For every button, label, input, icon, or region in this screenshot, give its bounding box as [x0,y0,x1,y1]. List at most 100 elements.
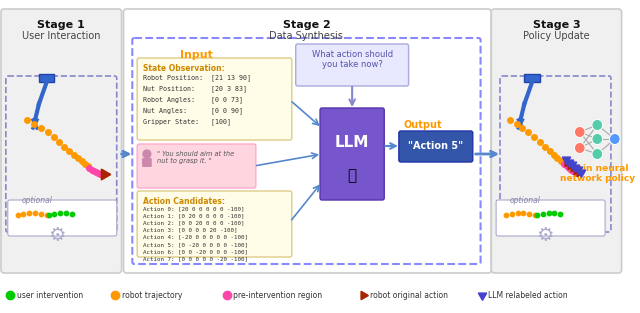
Point [552,156,563,161]
Text: LLM relabeled action: LLM relabeled action [488,290,568,300]
Point [511,121,522,126]
FancyBboxPatch shape [1,9,122,273]
Point [42,130,52,135]
Point [559,162,570,167]
Point [18,212,28,217]
Bar [524,74,540,82]
Text: Robot Position:  [21 13 90]: Robot Position: [21 13 90] [143,74,251,81]
Text: user intervention: user intervention [17,290,83,300]
Text: Action 0: [20 0 0 0 0 0 -100]: Action 0: [20 0 0 0 0 0 -100] [143,206,244,211]
Point [538,212,548,217]
Point [54,140,65,145]
Text: robot trajectory: robot trajectory [122,290,182,300]
Text: Action 2: [0 0 20 0 0 0 -100]: Action 2: [0 0 20 0 0 0 -100] [143,220,244,225]
Point [513,211,523,216]
Point [556,158,566,163]
Text: ⚙: ⚙ [47,226,65,245]
Text: robot original action: robot original action [370,290,447,300]
Point [49,135,59,140]
Point [67,212,77,217]
Circle shape [592,134,603,145]
Circle shape [592,120,603,131]
Text: optional: optional [509,196,541,205]
Text: Action 1: [0 20 0 0 0 0 -100]: Action 1: [0 20 0 0 0 0 -100] [143,213,244,218]
Point [69,152,79,157]
Text: Output: Output [404,120,442,130]
Point [549,211,559,216]
Point [524,212,534,217]
Point [91,170,101,175]
Circle shape [143,150,151,158]
Point [30,211,40,216]
Point [83,163,93,168]
Point [540,145,550,150]
Point [42,213,52,218]
Text: Robot Angles:    [0 0 73]: Robot Angles: [0 0 73] [143,96,243,103]
Point [564,166,574,171]
Text: Action 3: [0 0 0 0 20 -100]: Action 3: [0 0 0 0 20 -100] [143,228,237,233]
Circle shape [592,148,603,160]
Point [55,211,65,216]
Point [568,168,578,173]
Point [548,152,559,157]
Point [87,167,97,172]
Text: Policy Update: Policy Update [523,31,589,41]
Point [562,163,572,168]
FancyBboxPatch shape [137,58,292,140]
Text: "Action 5": "Action 5" [408,141,463,151]
Point [22,117,33,122]
Text: Input: Input [180,50,213,60]
Point [77,158,87,163]
Text: Action 4: [-20 0 0 0 0 0 -100]: Action 4: [-20 0 0 0 0 0 -100] [143,235,248,240]
Point [532,213,542,218]
Point [36,212,46,217]
Point [79,162,90,167]
FancyBboxPatch shape [296,44,408,86]
Point [535,140,545,145]
Text: State Observation:: State Observation: [143,64,225,73]
Point [84,166,95,171]
Point [24,211,35,216]
Text: 🤔: 🤔 [348,168,356,183]
Text: pre-intervention region: pre-intervention region [234,290,323,300]
Point [556,212,566,217]
Point [95,172,106,177]
Text: Stage 1: Stage 1 [37,20,85,30]
Text: LLM: LLM [335,135,369,150]
Point [566,167,576,172]
Point [89,168,99,173]
Point [504,117,515,122]
Text: Action 7: [0 0 0 0 0 -20 -100]: Action 7: [0 0 0 0 0 -20 -100] [143,256,248,261]
Text: User Interaction: User Interaction [22,31,100,41]
Point [29,121,39,126]
FancyBboxPatch shape [8,200,116,236]
FancyBboxPatch shape [320,108,384,200]
Point [59,145,69,150]
Point [545,148,555,153]
Text: ⚙: ⚙ [536,226,554,245]
FancyBboxPatch shape [492,9,621,273]
Point [44,213,54,218]
Circle shape [575,126,585,137]
Text: What action should
you take now?: What action should you take now? [312,50,393,69]
Text: Action 6: [0 0 -20 0 0 0 -100]: Action 6: [0 0 -20 0 0 0 -100] [143,249,248,254]
Point [49,212,60,217]
Point [61,211,71,216]
Text: Gripper State:   [100]: Gripper State: [100] [143,118,231,125]
Point [529,135,539,140]
Text: " You should aim at the
nut to grasp it. ": " You should aim at the nut to grasp it.… [157,151,234,164]
Point [73,156,83,161]
FancyBboxPatch shape [137,191,292,257]
FancyBboxPatch shape [496,200,605,236]
Point [570,170,580,175]
Text: Stage 3: Stage 3 [532,20,580,30]
Point [500,213,511,218]
Point [12,213,22,218]
Text: Data Synthesis: Data Synthesis [269,31,344,41]
Point [523,130,533,135]
FancyBboxPatch shape [124,9,492,273]
Text: optional: optional [21,196,52,205]
Point [518,211,529,216]
Text: Nut Angles:      [0 0 90]: Nut Angles: [0 0 90] [143,107,243,114]
Point [543,211,554,216]
